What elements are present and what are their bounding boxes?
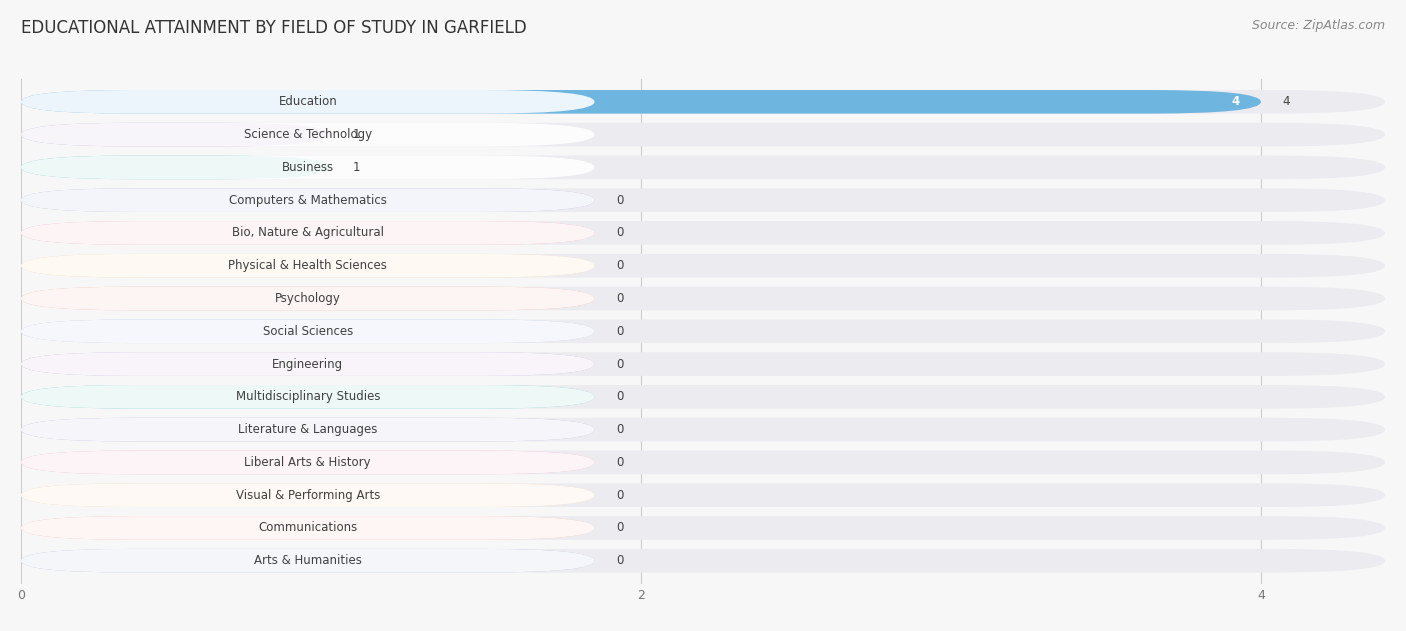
FancyBboxPatch shape — [21, 254, 1385, 278]
FancyBboxPatch shape — [21, 156, 595, 179]
Text: Business: Business — [281, 161, 333, 174]
FancyBboxPatch shape — [21, 221, 1385, 245]
FancyBboxPatch shape — [21, 516, 595, 540]
Text: 0: 0 — [616, 554, 624, 567]
FancyBboxPatch shape — [21, 516, 1385, 540]
Text: 0: 0 — [616, 358, 624, 370]
Text: 0: 0 — [616, 194, 624, 207]
FancyBboxPatch shape — [21, 385, 1385, 409]
Text: Communications: Communications — [259, 521, 357, 534]
FancyBboxPatch shape — [21, 549, 1385, 572]
Text: 1: 1 — [353, 161, 360, 174]
Text: 1: 1 — [353, 128, 360, 141]
FancyBboxPatch shape — [21, 385, 595, 409]
Text: 0: 0 — [616, 488, 624, 502]
Text: 4: 4 — [1232, 95, 1239, 109]
FancyBboxPatch shape — [21, 483, 595, 507]
Text: Engineering: Engineering — [273, 358, 343, 370]
FancyBboxPatch shape — [21, 516, 595, 540]
Text: EDUCATIONAL ATTAINMENT BY FIELD OF STUDY IN GARFIELD: EDUCATIONAL ATTAINMENT BY FIELD OF STUDY… — [21, 19, 527, 37]
FancyBboxPatch shape — [21, 451, 1385, 474]
Text: Computers & Mathematics: Computers & Mathematics — [229, 194, 387, 207]
Text: 0: 0 — [616, 292, 624, 305]
FancyBboxPatch shape — [21, 385, 595, 409]
FancyBboxPatch shape — [21, 90, 1261, 114]
FancyBboxPatch shape — [21, 319, 595, 343]
Text: 0: 0 — [616, 391, 624, 403]
Text: Physical & Health Sciences: Physical & Health Sciences — [228, 259, 387, 272]
Text: 0: 0 — [616, 456, 624, 469]
FancyBboxPatch shape — [21, 319, 1385, 343]
Text: Multidisciplinary Studies: Multidisciplinary Studies — [236, 391, 380, 403]
FancyBboxPatch shape — [21, 352, 595, 376]
FancyBboxPatch shape — [21, 451, 595, 474]
FancyBboxPatch shape — [21, 352, 1385, 376]
FancyBboxPatch shape — [21, 254, 595, 278]
FancyBboxPatch shape — [21, 123, 330, 146]
FancyBboxPatch shape — [21, 352, 595, 376]
FancyBboxPatch shape — [21, 189, 1385, 212]
Text: Social Sciences: Social Sciences — [263, 325, 353, 338]
FancyBboxPatch shape — [21, 286, 595, 310]
Text: Psychology: Psychology — [274, 292, 340, 305]
FancyBboxPatch shape — [21, 156, 1385, 179]
Text: 0: 0 — [616, 259, 624, 272]
Text: Source: ZipAtlas.com: Source: ZipAtlas.com — [1251, 19, 1385, 32]
FancyBboxPatch shape — [21, 286, 1385, 310]
FancyBboxPatch shape — [21, 221, 595, 245]
Text: Arts & Humanities: Arts & Humanities — [254, 554, 361, 567]
FancyBboxPatch shape — [21, 451, 595, 474]
FancyBboxPatch shape — [21, 549, 595, 572]
FancyBboxPatch shape — [21, 189, 595, 212]
Text: 4: 4 — [1282, 95, 1291, 109]
Text: Liberal Arts & History: Liberal Arts & History — [245, 456, 371, 469]
FancyBboxPatch shape — [21, 418, 595, 442]
Text: Education: Education — [278, 95, 337, 109]
FancyBboxPatch shape — [21, 286, 595, 310]
FancyBboxPatch shape — [21, 156, 330, 179]
FancyBboxPatch shape — [21, 123, 595, 146]
Text: Bio, Nature & Agricultural: Bio, Nature & Agricultural — [232, 227, 384, 239]
Text: Visual & Performing Arts: Visual & Performing Arts — [236, 488, 380, 502]
FancyBboxPatch shape — [21, 483, 1385, 507]
FancyBboxPatch shape — [21, 418, 595, 442]
Text: 0: 0 — [616, 227, 624, 239]
FancyBboxPatch shape — [21, 189, 595, 212]
FancyBboxPatch shape — [21, 123, 1385, 146]
Text: 0: 0 — [616, 325, 624, 338]
FancyBboxPatch shape — [21, 319, 595, 343]
Text: 0: 0 — [616, 521, 624, 534]
Text: 0: 0 — [616, 423, 624, 436]
FancyBboxPatch shape — [21, 90, 1385, 114]
FancyBboxPatch shape — [21, 418, 1385, 442]
FancyBboxPatch shape — [21, 221, 595, 245]
Text: Literature & Languages: Literature & Languages — [238, 423, 377, 436]
FancyBboxPatch shape — [21, 254, 595, 278]
FancyBboxPatch shape — [21, 549, 595, 572]
FancyBboxPatch shape — [21, 483, 595, 507]
FancyBboxPatch shape — [21, 90, 595, 114]
Text: Science & Technology: Science & Technology — [243, 128, 371, 141]
